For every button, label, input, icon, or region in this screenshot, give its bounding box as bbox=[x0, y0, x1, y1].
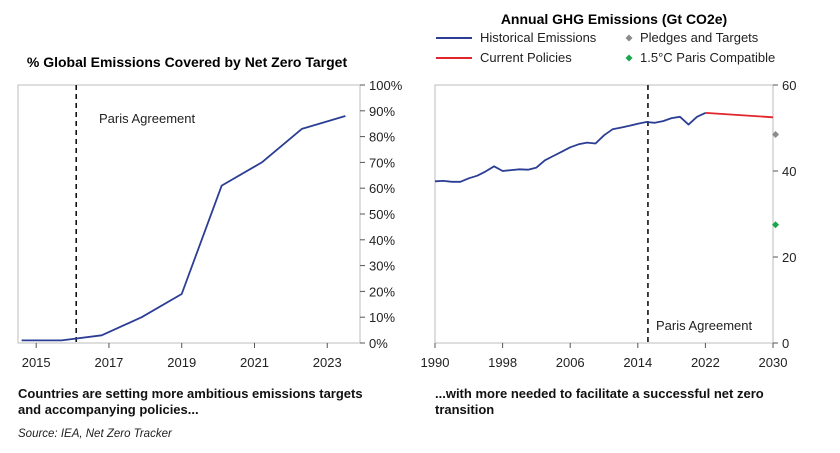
right-historical-emissions-line bbox=[434, 112, 706, 183]
left-x-tick-label: 2017 bbox=[94, 355, 123, 370]
right-y-tick-label: 40 bbox=[782, 164, 796, 179]
source-note: Source: IEA, Net Zero Tracker bbox=[18, 428, 172, 440]
right-legend: Historical Emissions Pledges and Targets C… bbox=[436, 30, 775, 65]
left-y-tick-label: 0% bbox=[369, 336, 388, 351]
right-plot-frame bbox=[434, 84, 774, 344]
left-x-tick-label: 2015 bbox=[22, 355, 51, 370]
legend-current-policies-label: Current Policies bbox=[480, 50, 572, 65]
legend-pledges-and-targets-label: Pledges and Targets bbox=[640, 30, 759, 45]
right-y-axis: 0 20 40 60 bbox=[773, 78, 796, 351]
left-y-tick-label: 80% bbox=[369, 130, 395, 145]
left-chart-title: % Global Emissions Covered by Net Zero T… bbox=[27, 54, 348, 70]
left-paris-agreement-label: Paris Agreement bbox=[99, 111, 195, 126]
right-1-5-c-paris-compatible-point bbox=[772, 221, 780, 229]
right-y-tick-label: 60 bbox=[782, 78, 796, 93]
right-x-tick-label: 2014 bbox=[623, 355, 652, 370]
right-x-tick-label: 2030 bbox=[759, 355, 788, 370]
legend-1-5-c-paris-compatible-swatch bbox=[625, 54, 633, 62]
left-net-zero-coverage-line bbox=[21, 115, 346, 342]
right-current-policies-line bbox=[705, 112, 774, 119]
left-y-tick-label: 60% bbox=[369, 181, 395, 196]
legend-pledges-and-targets-swatch bbox=[625, 34, 633, 42]
right-y-tick-label: 20 bbox=[782, 250, 796, 265]
left-x-tick-label: 2019 bbox=[167, 355, 196, 370]
right-x-tick-label: 2022 bbox=[691, 355, 720, 370]
right-y-tick-label: 0 bbox=[782, 336, 789, 351]
right-x-tick-label: 1990 bbox=[421, 355, 450, 370]
left-caption: Countries are setting more ambitious emi… bbox=[18, 386, 363, 417]
left-y-tick-label: 50% bbox=[369, 207, 395, 222]
left-y-tick-label: 40% bbox=[369, 233, 395, 248]
left-y-axis: 0% 10% 20% 30% 40% 50% 60% 70% 80% 90% 100% bbox=[360, 78, 403, 351]
left-y-tick-label: 10% bbox=[369, 310, 395, 325]
right-chart-title: Annual GHG Emissions (Gt CO2e) bbox=[501, 11, 727, 27]
left-x-axis: 2015 2017 2019 2021 2023 bbox=[22, 343, 342, 370]
right-x-tick-label: 1998 bbox=[488, 355, 517, 370]
left-y-tick-label: 70% bbox=[369, 155, 395, 170]
left-y-tick-label: 90% bbox=[369, 104, 395, 119]
left-y-tick-label: 100% bbox=[369, 78, 403, 93]
right-x-tick-label: 2006 bbox=[556, 355, 585, 370]
right-paris-agreement-label: Paris Agreement bbox=[656, 318, 752, 333]
left-y-tick-label: 20% bbox=[369, 284, 395, 299]
right-pledges-and-targets-point bbox=[772, 130, 780, 138]
right-x-axis: 1990 1998 2006 2014 2022 2030 bbox=[421, 343, 788, 370]
left-y-tick-label: 30% bbox=[369, 259, 395, 274]
legend-1-5-c-paris-compatible-label: 1.5°C Paris Compatible bbox=[640, 50, 775, 65]
left-series-group bbox=[21, 115, 346, 342]
left-x-tick-label: 2023 bbox=[313, 355, 342, 370]
left-x-tick-label: 2021 bbox=[240, 355, 269, 370]
legend-historical-emissions-label: Historical Emissions bbox=[480, 30, 597, 45]
left-chart: % Global Emissions Covered by Net Zero T… bbox=[17, 54, 403, 370]
right-chart: Annual GHG Emissions (Gt CO2e) Historica… bbox=[421, 11, 797, 370]
right-caption: ...with more needed to facilitate a succ… bbox=[435, 386, 764, 417]
right-series-group bbox=[434, 112, 780, 229]
